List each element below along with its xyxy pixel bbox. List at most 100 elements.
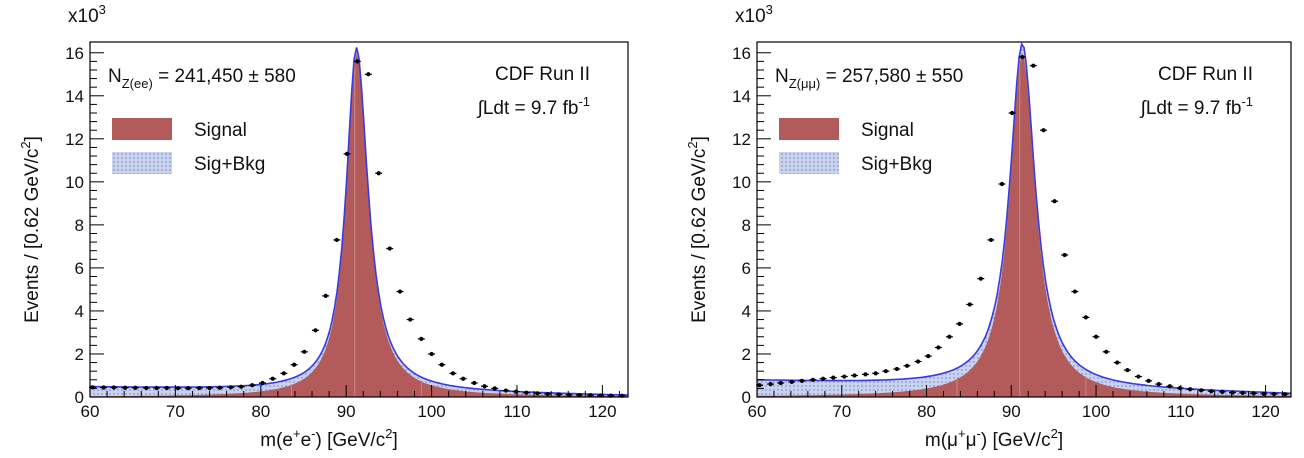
data-point bbox=[556, 392, 561, 397]
y-tick-label: 12 bbox=[732, 130, 751, 149]
data-point bbox=[1093, 334, 1099, 339]
data-point bbox=[873, 371, 878, 376]
legend-label: Signal bbox=[861, 120, 914, 141]
data-point bbox=[799, 378, 805, 383]
data-point bbox=[429, 351, 434, 357]
data-point bbox=[1271, 391, 1277, 397]
x-tick-label: 80 bbox=[251, 402, 270, 421]
data-point bbox=[334, 237, 339, 243]
x-tick-label: 120 bbox=[588, 402, 616, 421]
data-point bbox=[967, 302, 972, 307]
x-tick-label: 80 bbox=[917, 402, 936, 421]
x-tick-label: 70 bbox=[832, 402, 851, 421]
data-point bbox=[450, 371, 456, 376]
data-point bbox=[376, 171, 381, 176]
data-point bbox=[397, 289, 403, 294]
y-tick-label: 10 bbox=[65, 173, 84, 192]
data-point bbox=[1136, 374, 1141, 379]
data-point bbox=[323, 293, 328, 298]
data-point bbox=[1041, 128, 1046, 133]
chart-panel-mumu: 60 70 80 90 100 110 120 0 2 4 6 8 10 12 14 16 x103 Events… bbox=[685, 2, 1292, 451]
data-point bbox=[197, 385, 202, 391]
data-point bbox=[1146, 378, 1151, 383]
data-point bbox=[1209, 389, 1214, 394]
y-tick-label: 14 bbox=[732, 87, 751, 106]
signal-area bbox=[757, 53, 1291, 397]
y-tick-label: 10 bbox=[732, 173, 751, 192]
y-tick-label: 12 bbox=[65, 130, 84, 149]
data-point bbox=[366, 72, 371, 77]
x-tick-label: 120 bbox=[1251, 402, 1279, 421]
data-point bbox=[821, 376, 826, 381]
data-point bbox=[810, 377, 816, 382]
data-point bbox=[789, 379, 794, 385]
data-point bbox=[936, 345, 941, 350]
x-axis-label: m(μ+μ-) [GeV/c2] bbox=[925, 426, 1063, 451]
legend: Signal Sig+Bkg bbox=[779, 118, 932, 175]
data-point bbox=[164, 385, 169, 391]
legend-swatch-signal bbox=[779, 118, 839, 140]
data-point bbox=[313, 328, 318, 333]
data-point bbox=[281, 371, 286, 376]
x-tick-label: 110 bbox=[1167, 402, 1194, 421]
y-tick-label: 16 bbox=[65, 44, 84, 63]
data-point bbox=[926, 354, 931, 359]
data-point bbox=[461, 376, 466, 381]
data-point bbox=[524, 390, 529, 395]
data-point bbox=[1010, 110, 1015, 116]
data-point bbox=[1177, 385, 1183, 391]
data-point bbox=[1240, 390, 1245, 396]
data-point bbox=[978, 276, 983, 281]
data-point bbox=[217, 385, 222, 390]
data-point bbox=[1062, 252, 1067, 258]
data-point bbox=[1230, 390, 1235, 395]
data-point bbox=[154, 385, 159, 391]
y-exponent-label: x103 bbox=[735, 2, 773, 27]
y-tick-label: 8 bbox=[742, 216, 751, 235]
data-point bbox=[1282, 392, 1288, 397]
data-point bbox=[387, 246, 392, 251]
data-point bbox=[439, 362, 444, 367]
data-point bbox=[757, 383, 762, 388]
experiment-label: CDF Run II bbox=[495, 64, 590, 85]
data-point bbox=[588, 393, 593, 398]
legend-label: Sig+Bkg bbox=[194, 154, 265, 175]
luminosity-label: ∫Ldt = 9.7 fb-1 bbox=[1140, 94, 1253, 119]
signal-area bbox=[90, 52, 628, 398]
data-point bbox=[947, 334, 952, 339]
data-point bbox=[291, 362, 297, 367]
y-axis-label: Events / [0.62 GeV/c2] bbox=[18, 136, 43, 323]
x-tick-label: 110 bbox=[503, 402, 530, 421]
y-tick-label: 6 bbox=[742, 259, 751, 278]
x-tick-label: 100 bbox=[417, 402, 445, 421]
data-point bbox=[408, 317, 413, 322]
data-point bbox=[1052, 199, 1057, 204]
data-point bbox=[514, 389, 519, 394]
chart-panel-ee: 60 70 80 90 100 110 120 0 2 4 6 8 10 12 14 16 x103 Events… bbox=[18, 2, 629, 451]
data-point bbox=[915, 359, 921, 364]
x-axis-label: m(e+e-) [GeV/c2] bbox=[260, 426, 397, 451]
yield-annotation: NZ(μμ) = 257,580 ± 550 bbox=[775, 66, 963, 91]
legend-swatch-sig-bkg bbox=[779, 152, 839, 174]
data-point bbox=[1125, 368, 1130, 373]
x-tick-label: 100 bbox=[1082, 402, 1110, 421]
data-point bbox=[883, 369, 888, 374]
data-point bbox=[1251, 391, 1256, 396]
data-point bbox=[842, 374, 847, 379]
data-point bbox=[111, 385, 117, 390]
data-point bbox=[1104, 349, 1109, 354]
data-point bbox=[1167, 384, 1172, 389]
y-exponent-label: x103 bbox=[68, 2, 106, 27]
data-point bbox=[492, 386, 497, 391]
x-tick-label: 60 bbox=[748, 402, 767, 421]
y-tick-label: 4 bbox=[75, 302, 84, 321]
data-point bbox=[482, 384, 487, 389]
y-tick-label: 14 bbox=[65, 87, 84, 106]
legend-label: Signal bbox=[194, 120, 247, 141]
legend-swatch-signal bbox=[112, 118, 172, 140]
y-axis-label: Events / [0.62 GeV/c2] bbox=[685, 136, 710, 323]
data-point bbox=[1261, 391, 1266, 396]
data-point bbox=[1115, 360, 1120, 365]
data-point bbox=[566, 392, 572, 397]
